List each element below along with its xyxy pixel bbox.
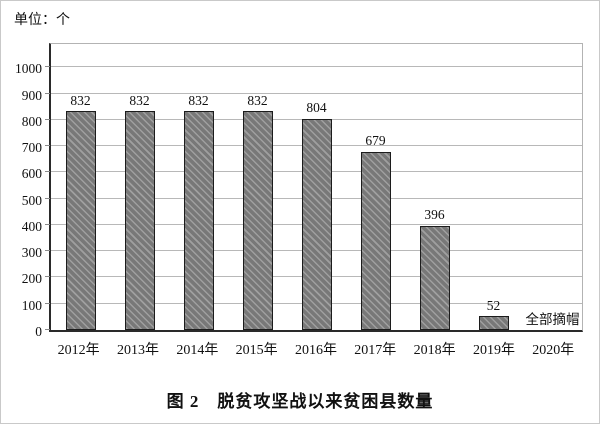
y-tick-500 [45, 197, 50, 199]
y-axis-label-700: 700 [21, 140, 42, 156]
bar-slot-2018年: 396 [405, 44, 464, 330]
y-tick-900 [45, 92, 50, 94]
bar-value-label-2018年: 396 [424, 207, 445, 223]
bar-value-label-2013年: 832 [129, 92, 150, 108]
y-axis-label-900: 900 [21, 87, 42, 103]
x-axis-label-2013年: 2013年 [116, 343, 159, 358]
y-tick-400 [45, 223, 50, 225]
bar-slot-2015年: 832 [228, 44, 287, 330]
y-axis-label-1000: 1000 [15, 61, 42, 77]
x-axis-labels: 2012年 2013年 2014年 2015年 2016年 2017年 2018年 2019年… [49, 339, 583, 359]
figure-caption: 图 2 脱贫攻坚战以来贫困县数量 [166, 392, 434, 411]
y-axis-label-800: 800 [21, 113, 42, 129]
y-tick-100 [45, 302, 50, 304]
bar-2014年 [183, 111, 214, 330]
y-axis-label-0: 0 [35, 324, 42, 339]
bar-value-label-2019年: 52 [486, 297, 501, 313]
annotation-2020年: 全部摘帽 [525, 312, 580, 327]
bar-value-label-2017年: 679 [365, 133, 386, 149]
y-tick-200 [45, 276, 50, 278]
x-axis-label-2012年: 2012年 [57, 343, 100, 358]
bar-slot-2020年: 全部摘帽 [523, 44, 582, 330]
bar-slot-2012年: 832 [51, 44, 110, 330]
gridline-1000 [51, 66, 582, 68]
y-tick-300 [45, 250, 50, 252]
bar-value-label-2012年: 832 [70, 92, 91, 108]
x-axis-label-2017年: 2017年 [354, 343, 397, 358]
x-axis-label-2015年: 2015年 [235, 343, 278, 358]
plot-area: 832 832 832 832 804 679 396 52 全部摘帽 [45, 43, 583, 332]
bar-slot-2016年: 804 [287, 44, 346, 330]
y-axis-label-600: 600 [21, 166, 42, 182]
bar-slot-2014年: 832 [169, 44, 228, 330]
y-axis-label-300: 300 [21, 245, 42, 261]
bar-value-label-2015年: 832 [247, 92, 268, 108]
y-axis-label-400: 400 [21, 218, 42, 234]
bar-2019年 [478, 316, 509, 330]
x-axis-label-2018年: 2018年 [413, 343, 456, 358]
y-tick-700 [45, 145, 50, 147]
y-tick-800 [45, 118, 50, 120]
x-axis-label-2019年: 2019年 [472, 343, 515, 358]
y-tick-0 [45, 329, 50, 330]
bars-layer: 832 832 832 832 804 679 396 52 全部摘帽 [51, 44, 582, 330]
bar-2018年 [419, 225, 450, 330]
x-axis-label-2020年: 2020年 [532, 343, 575, 358]
bar-2016年 [301, 118, 332, 330]
bar-slot-2013年: 832 [110, 44, 169, 330]
x-axis-label-2014年: 2014年 [176, 343, 219, 358]
bar-2012年 [65, 111, 96, 330]
y-axis-label-100: 100 [21, 297, 42, 313]
unit-label: 单位：个 [14, 13, 70, 28]
y-axis-label-200: 200 [21, 271, 42, 287]
gridline-900 [51, 92, 582, 94]
y-axis-label-500: 500 [21, 192, 42, 208]
bar-slot-2019年: 52 [464, 44, 523, 330]
bar-2015年 [242, 111, 273, 330]
x-axis-label-2016年: 2016年 [294, 343, 337, 358]
bar-2013年 [124, 111, 155, 330]
bar-value-label-2016年: 804 [306, 100, 327, 116]
bar-2017年 [360, 151, 391, 330]
y-tick-1000 [45, 66, 50, 68]
bar-value-label-2014年: 832 [188, 92, 209, 108]
y-tick-600 [45, 171, 50, 173]
bar-slot-2017年: 679 [346, 44, 405, 330]
